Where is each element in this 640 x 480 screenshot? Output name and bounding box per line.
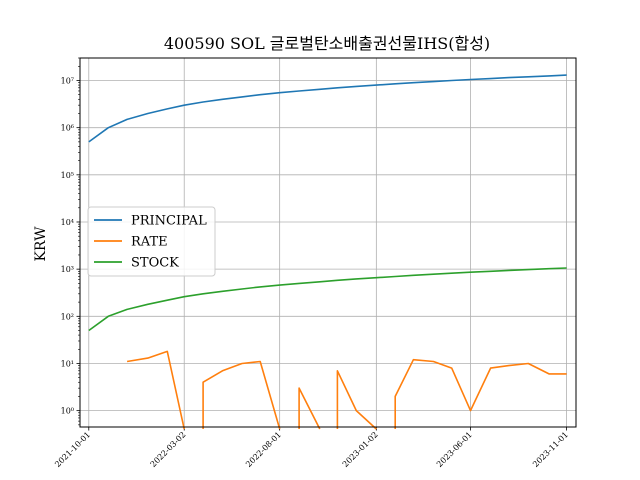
y-tick-label: 10¹: [61, 359, 74, 368]
x-tick-label: 2022-03-02: [149, 430, 188, 469]
series-lines: [88, 74, 567, 430]
legend-label-stock: STOCK: [131, 256, 179, 271]
x-tick-label: 2022-08-01: [244, 430, 283, 469]
legend-box: [87, 206, 216, 277]
series-line-stock: [88, 267, 567, 332]
y-tick-label: 10³: [61, 265, 74, 274]
y-tick-label: 10⁶: [61, 124, 74, 133]
y-tick-label: 10⁴: [61, 218, 74, 227]
x-tick-label: 2023-06-01: [435, 430, 474, 469]
y-tick-label: 10⁵: [61, 171, 74, 180]
plot-frame: [79, 57, 577, 428]
y-tick-label: 10⁰: [61, 407, 74, 416]
series-line-principal: [88, 74, 567, 143]
x-tick-label: 2023-01-02: [341, 430, 380, 469]
x-tick-label: 2023-11-01: [531, 430, 570, 469]
legend: PRINCIPAL RATE STOCK: [87, 206, 216, 277]
y-tick-label: 10⁷: [61, 77, 74, 86]
legend-label-principal: PRINCIPAL: [131, 214, 207, 229]
chart-title: 400590 SOL 글로벌탄소배출권선물IHS(합성): [164, 34, 490, 53]
legend-label-rate: RATE: [131, 235, 168, 250]
y-tick-label: 10²: [61, 312, 74, 321]
series-line-rate: [126, 350, 567, 430]
x-tick-label: 2021-10-01: [53, 430, 92, 469]
y-axis-label: KRW: [33, 226, 49, 262]
grid: [80, 58, 576, 427]
